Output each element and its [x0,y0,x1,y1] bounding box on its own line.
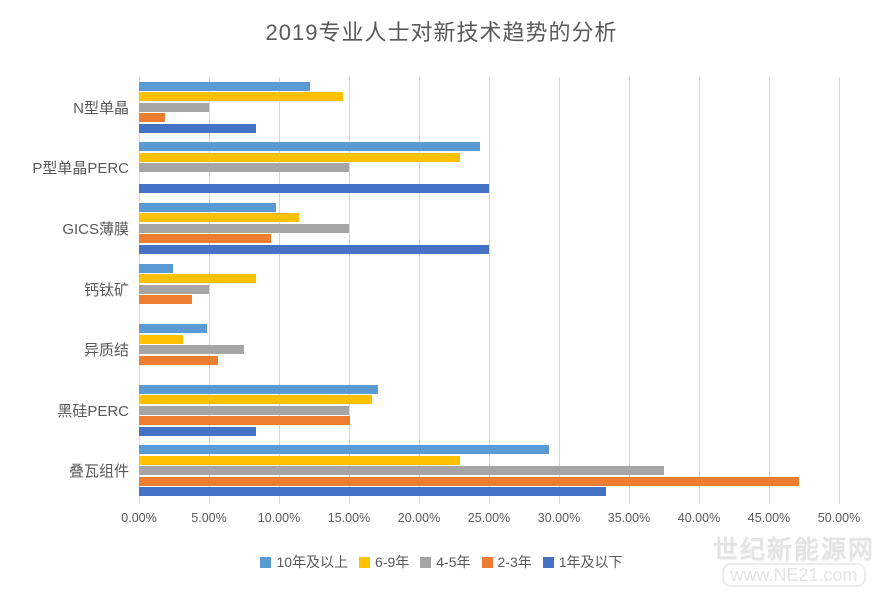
bar-group-5 [139,319,839,380]
bar-group-1 [139,77,839,138]
category-label: P型单晶PERC [32,160,129,178]
bar [139,102,209,112]
bar [139,334,183,344]
bar [139,445,549,455]
category-label: 钙钛矿 [83,281,129,299]
bar-group-3 [139,198,839,259]
bar [139,284,209,294]
bar [139,476,800,486]
gridline [278,77,280,504]
category-axis: N型单晶 P型单晶PERC GICS薄膜钙钛矿异质结黑硅PERC 叠瓦组件 [0,77,129,501]
gridline [838,77,840,504]
plot-area [138,77,840,504]
legend-swatch-icon [481,556,493,568]
bar [139,152,460,162]
gridline [348,77,350,504]
bar [139,163,349,173]
watermark-site-name: 世纪新能源网 [712,536,875,564]
value-axis: 0.00% 5.00% 10.00% 15.00% 20.00% 25.00% 30.00%… [121,511,860,527]
bar [139,123,256,133]
bar [139,113,166,123]
bar [139,416,351,426]
legend-item: 6-9年 [359,552,409,572]
bar [139,263,174,273]
watermark-url: www.NE21.com [722,563,866,587]
gridline [558,77,560,504]
bar-group-4 [139,259,839,320]
bar [139,295,192,305]
bar [139,324,208,334]
category-label: 异质结 [83,342,129,360]
x-tick-label: 20.00% [397,511,441,525]
legend-swatch-icon [359,556,371,568]
legend-item: 1年及以下 [542,552,623,572]
x-tick-label: 15.00% [327,511,371,525]
x-tick-label: 45.00% [747,511,791,525]
bar [139,466,664,476]
bar [139,395,373,405]
gridline [698,77,700,504]
bar-group-2 [139,138,839,199]
bar-rows [139,77,839,501]
bar [139,487,606,497]
legend-label: 4-5年 [436,554,471,570]
x-tick-label: 5.00% [191,511,227,525]
bar [139,345,244,355]
bar [139,384,378,394]
gridline [768,77,770,504]
legend-swatch-icon [542,556,554,568]
x-tick-label: 40.00% [677,511,721,525]
bar-group-7 [139,440,839,501]
bar [139,426,256,436]
gridline [418,77,420,504]
x-tick-label: 25.00% [467,511,511,525]
x-tick-label: 30.00% [537,511,581,525]
legend-label: 1年及以下 [558,554,623,570]
x-tick-label: 10.00% [257,511,301,525]
bar [139,202,276,212]
category-label: N型单晶 [73,99,129,117]
category-label: GICS薄膜 [62,220,129,238]
legend-item: 4-5年 [420,552,471,572]
watermark: 世纪新能源网 www.NE21.com [713,537,875,587]
bar [139,223,349,233]
legend-label: 10年及以上 [276,554,349,570]
legend-swatch-icon [260,556,272,568]
bar [139,142,481,152]
chart-title: 2019专业人士对新技术趋势的分析 [265,20,618,45]
bar [139,234,272,244]
legend-swatch-icon [420,556,432,568]
legend: 10年及以上 6-9年 4-5年 2-3年 1年及以下 [0,552,883,572]
legend-item: 10年及以上 [260,552,348,572]
legend-item: 2-3年 [481,552,532,572]
bar [139,274,256,284]
x-tick-label: 0.00% [121,511,157,525]
x-tick-label: 50.00% [817,511,861,525]
bar [139,213,300,223]
bar [139,92,344,102]
bar [139,405,349,415]
category-label: 叠瓦组件 [68,463,129,481]
legend-label: 2-3年 [497,554,532,570]
bar [139,355,219,365]
bar [139,455,460,465]
gridline [628,77,630,504]
bar [139,184,489,194]
gridline [488,77,490,504]
bar [139,81,310,91]
bar [139,244,489,254]
category-label: 黑硅PERC [57,402,129,420]
bar-group-6 [139,380,839,441]
legend-label: 6-9年 [375,554,410,570]
gridline [208,77,210,504]
x-tick-label: 35.00% [607,511,651,525]
